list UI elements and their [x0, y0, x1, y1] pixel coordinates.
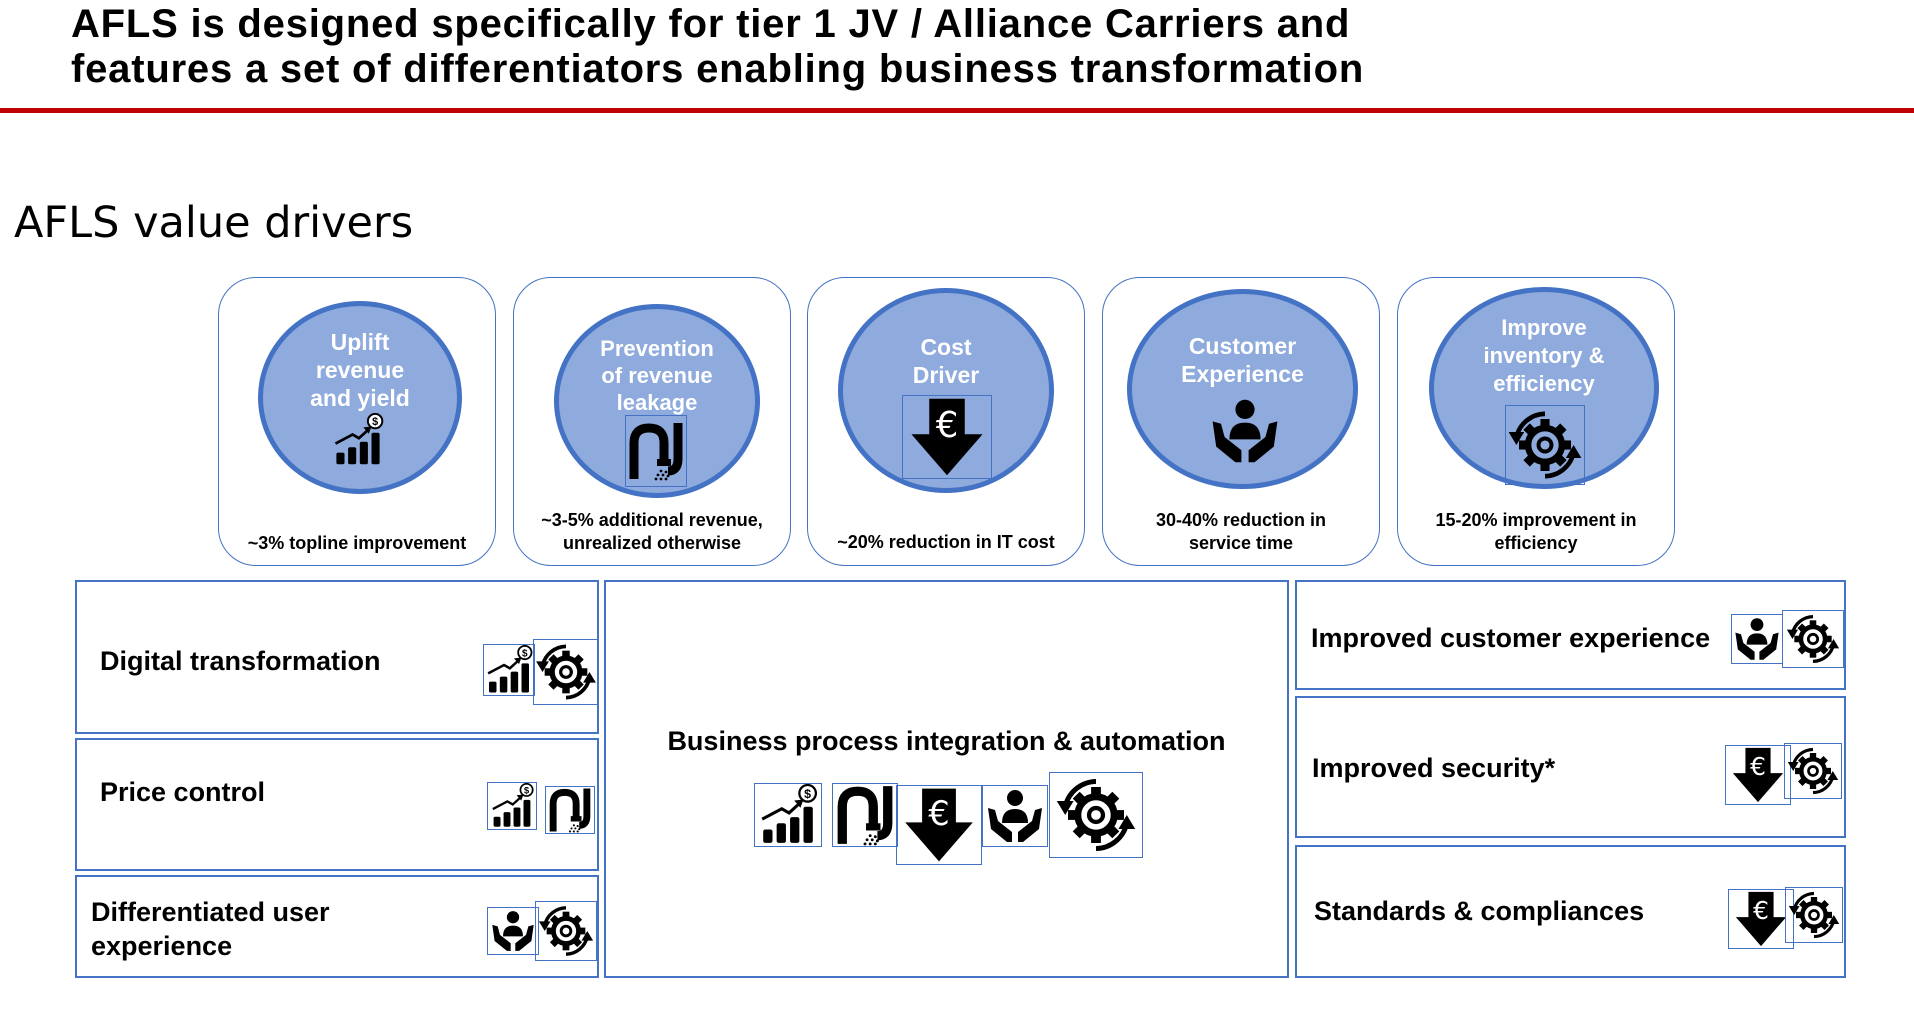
driver-title-line: Uplift	[330, 329, 390, 355]
driver-card-efficiency: Improve inventory & efficiency 15-20% im…	[1397, 277, 1675, 566]
driver-title-line: leakage	[616, 390, 698, 415]
driver-caption: ~20% reduction in IT cost	[837, 532, 1055, 552]
customer-hands-icon	[487, 907, 539, 955]
differentiator-label: Improved customer experience	[1311, 623, 1711, 653]
differentiator-label: Standards & compliances	[1314, 896, 1645, 926]
differentiator-business-process: Business process integration & automatio…	[604, 580, 1289, 978]
euro-down-arrow-icon	[902, 395, 992, 479]
driver-caption: 15-20% improvement in	[1435, 510, 1637, 530]
title-line-2: features a set of differentiators enabli…	[71, 47, 1365, 91]
gear-cycle-icon	[1785, 887, 1843, 943]
differentiator-user-experience: Differentiated user experience	[75, 875, 599, 978]
section-subtitle: AFLS value drivers	[14, 198, 414, 248]
driver-title-line: Cost	[920, 334, 972, 360]
customer-hands-icon	[1731, 614, 1783, 664]
driver-caption: service time	[1188, 533, 1294, 553]
revenue-growth-icon	[331, 413, 385, 467]
euro-down-arrow-icon	[1725, 745, 1791, 805]
revenue-growth-icon	[483, 644, 535, 696]
title-line-1: AFLS is designed specifically for tier 1…	[71, 2, 1351, 46]
pipe-leak-icon	[832, 783, 898, 847]
page-title: AFLS is designed specifically for tier 1…	[71, 2, 1364, 92]
driver-title-line: and yield	[310, 385, 410, 411]
driver-title-line: Experience	[1181, 361, 1304, 387]
differentiator-label: Digital transformation	[100, 646, 381, 676]
revenue-growth-icon	[487, 782, 537, 830]
differentiator-label: experience	[91, 931, 233, 961]
driver-caption: ~3-5% additional revenue,	[541, 510, 763, 530]
driver-title-line: Driver	[912, 362, 980, 388]
pipe-leak-icon	[625, 415, 687, 487]
gear-cycle-icon	[1784, 743, 1842, 799]
gear-cycle-icon	[535, 901, 597, 961]
driver-title-line: Improve	[1501, 315, 1587, 340]
driver-title-line: Customer	[1188, 333, 1297, 359]
driver-title-line: inventory &	[1483, 343, 1605, 368]
driver-caption: unrealized otherwise	[562, 533, 742, 553]
customer-hands-icon	[982, 785, 1048, 847]
revenue-growth-icon	[754, 783, 822, 847]
differentiator-label: Price control	[100, 777, 266, 807]
euro-down-arrow-icon	[896, 785, 982, 865]
driver-caption: 30-40% reduction in	[1155, 510, 1327, 530]
differentiator-customer-experience: Improved customer experience	[1295, 580, 1846, 690]
driver-circle: Improve inventory & efficiency	[1429, 287, 1659, 489]
driver-card-leakage: Prevention of revenue leakage ~3-5% addi…	[513, 277, 791, 566]
driver-card-customer: Customer Experience 30-40% reduction in …	[1102, 277, 1380, 566]
euro-down-arrow-icon	[1728, 889, 1794, 949]
differentiator-digital-transformation: Digital transformation	[75, 580, 599, 734]
differentiator-label: Improved security*	[1312, 753, 1556, 783]
gear-cycle-icon	[1049, 772, 1143, 858]
driver-title-line: Prevention	[600, 336, 714, 361]
title-divider	[0, 108, 1914, 113]
driver-card-revenue: Uplift revenue and yield ~3% topline imp…	[218, 277, 496, 566]
gear-cycle-icon	[1782, 610, 1844, 668]
driver-card-cost: Cost Driver ~20% reduction in IT cost	[807, 277, 1085, 566]
differentiator-price-control: Price control	[75, 738, 599, 871]
differentiator-security: Improved security*	[1295, 696, 1846, 838]
differentiator-label: Business process integration & automatio…	[667, 726, 1226, 756]
driver-title-line: revenue	[315, 357, 405, 383]
pipe-leak-icon	[545, 786, 595, 834]
driver-caption: efficiency	[1494, 533, 1578, 553]
driver-circle: Customer Experience	[1127, 289, 1358, 489]
differentiator-standards: Standards & compliances	[1295, 845, 1846, 978]
gear-cycle-icon	[533, 639, 599, 705]
driver-circle: Prevention of revenue leakage	[554, 304, 760, 498]
driver-title-line: of revenue	[601, 363, 713, 388]
gear-cycle-icon	[1505, 405, 1585, 485]
driver-title-line: efficiency	[1493, 371, 1595, 396]
differentiator-label: Differentiated user	[91, 897, 330, 927]
customer-hands-icon	[1207, 395, 1283, 467]
driver-caption: ~3% topline improvement	[247, 533, 467, 553]
